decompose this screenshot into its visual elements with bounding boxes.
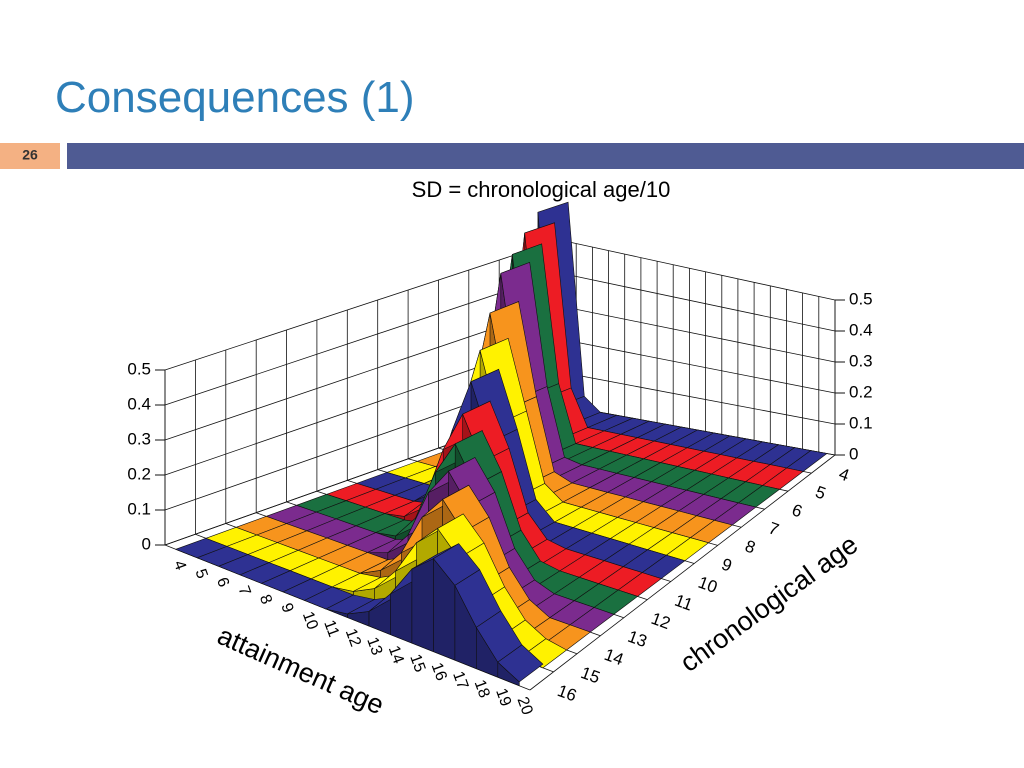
ribbon-shade [454,585,477,669]
slide-number-box [0,143,60,169]
y-tick-label: 10 [696,573,720,597]
x-tick-label: 7 [234,584,253,598]
y-tick-label: 6 [789,500,804,521]
x-tick-label: 14 [385,644,407,667]
plot: 000.10.10.20.20.30.30.40.40.50.545678910… [127,201,873,720]
z-tick-label: 0.5 [849,289,873,308]
ribbon-shade [390,569,412,644]
x-tick-label: 10 [299,609,321,632]
slide-title: Consequences (1) [55,73,415,122]
ribbon-top [497,644,544,683]
x-tick-label: 19 [492,686,514,709]
ribbon-shade [326,609,348,618]
z-tick-label: 0.2 [849,382,873,401]
y-tick-label: 11 [672,591,695,615]
ribbon-shade [347,611,369,626]
y-tick-label: 16 [555,681,579,705]
y-tick-label: 9 [719,555,734,576]
header-bar [67,143,1024,169]
chart-title: SD = chronological age/10 [412,177,671,202]
x-tick-label: 5 [191,567,210,581]
x-tick-label: 12 [342,626,364,649]
x-tick-label: 20 [514,695,536,718]
z-tick-label: 0.1 [127,499,151,518]
floor-line [529,454,836,691]
y-tick-label: 13 [625,627,649,651]
z-tick-label: 0.5 [127,359,151,378]
x-tick-label: 8 [256,592,275,606]
z-tick-label: 0.4 [127,394,151,413]
ribbon-shade [433,558,455,661]
y-tick-label: 14 [602,645,626,669]
x-tick-label: 15 [406,652,428,675]
z-tick-label: 0.2 [127,464,151,483]
x-axis-label: attainment age [213,620,388,720]
y-tick-label: 7 [766,518,781,539]
x-tick-label: 6 [213,575,232,589]
y-axis-label: chronological age [674,529,863,678]
ribbon-shade [369,594,391,635]
y-tick-label: 15 [578,663,602,687]
y-tick-label: 12 [649,609,673,633]
ribbon-shade [497,662,520,686]
y-tick-label: 8 [743,536,758,557]
x-tick-label: 4 [170,558,189,572]
z-tick-label: 0.3 [849,351,873,370]
z-tick-label: 0.3 [127,429,151,448]
z-tick-label: 0.4 [849,320,873,339]
y-tick-label: 5 [813,482,828,503]
x-tick-label: 18 [471,678,493,701]
x-tick-label: 17 [449,669,471,692]
x-tick-label: 11 [320,618,342,640]
x-tick-label: 13 [363,635,385,658]
y-tick-label: 4 [836,464,851,485]
z-tick-label: 0.1 [849,413,873,432]
slide-number: 26 [22,147,38,163]
ribbon-shade [476,627,498,678]
ribbon-shade [411,558,434,652]
z-tick-label: 0 [142,534,151,553]
z-tick-label: 0 [849,444,858,463]
x-tick-label: 9 [277,601,296,615]
x-tick-label: 16 [428,661,450,684]
